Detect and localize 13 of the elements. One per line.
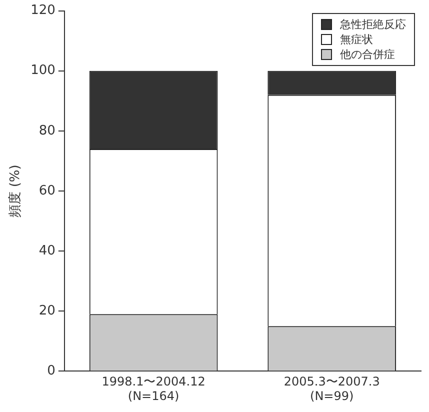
x-tick-label: 1998.1〜2004.12 (N=164)	[102, 374, 206, 403]
y-tick-label: 40	[38, 243, 56, 258]
y-tick-label: 120	[30, 3, 56, 18]
legend-label: 他の合併症	[340, 46, 395, 62]
x-tick-label: 2005.3〜2007.3 (N=99)	[284, 374, 380, 403]
y-tick-label: 80	[38, 123, 56, 138]
y-tick-label: 20	[38, 304, 56, 319]
legend-label: 急性拒絶反応	[340, 16, 406, 32]
y-tick-label: 100	[30, 63, 56, 78]
y-tick-label: 60	[38, 183, 56, 198]
y-tick-label: 0	[47, 364, 56, 379]
y-axis-title: 頻度 (%)	[7, 164, 24, 218]
text: 無症状	[340, 32, 373, 47]
